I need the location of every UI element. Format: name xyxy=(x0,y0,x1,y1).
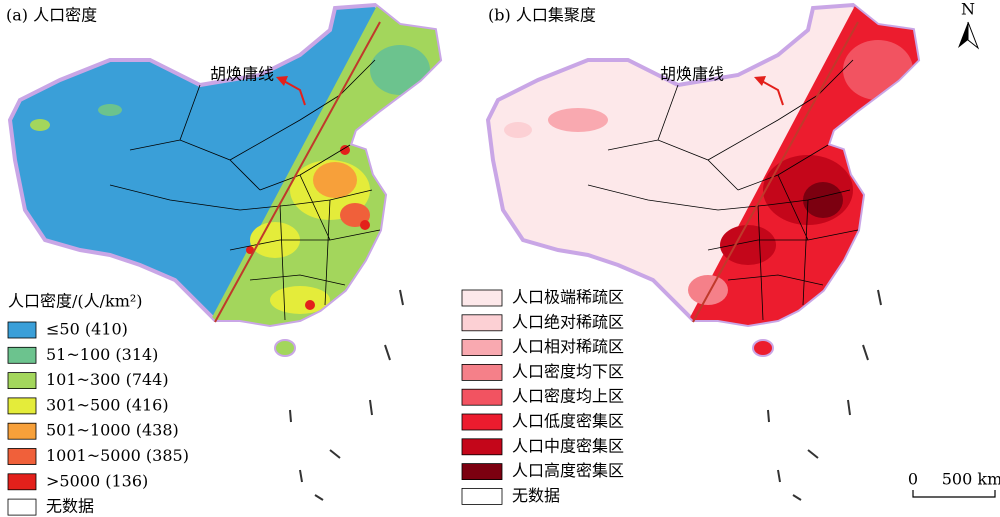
legend-swatch xyxy=(7,448,37,465)
legend-label: 1001~5000 (385) xyxy=(46,446,189,465)
legend-swatch xyxy=(461,463,503,481)
legend-label: 人口相对稀疏区 xyxy=(512,337,624,356)
scale-label: 500 km xyxy=(942,470,1000,489)
legend-label: 301~500 (416) xyxy=(46,395,169,414)
legend-swatch xyxy=(461,413,503,431)
legend-label: 51~100 (314) xyxy=(46,345,158,364)
legend-swatch xyxy=(7,321,37,339)
legend-label: 人口中度密集区 xyxy=(512,436,624,455)
legend-label: 无数据 xyxy=(512,486,560,505)
legend-swatch xyxy=(7,422,37,440)
legend-swatch xyxy=(461,289,503,307)
legend-label: ≤50 (410) xyxy=(46,320,128,339)
legend-swatch xyxy=(7,473,37,491)
legend-label: 人口绝对稀疏区 xyxy=(512,312,624,331)
legend-label: 无数据 xyxy=(46,497,94,516)
legend-swatch xyxy=(461,388,503,406)
legend-swatch xyxy=(461,339,503,357)
legend-swatch xyxy=(461,487,503,505)
north-label: N xyxy=(961,0,975,19)
legend-label: >5000 (136) xyxy=(46,471,148,490)
legend-swatch xyxy=(7,397,37,415)
legend-label: 人口高度密集区 xyxy=(512,461,624,480)
annotation: 胡焕庸线 xyxy=(210,65,274,84)
legend-label: 人口密度均下区 xyxy=(512,362,624,381)
legends: ≤50 (410) 51~100 (314) 101~300 (744) 301~50… xyxy=(7,288,624,516)
legend-swatch xyxy=(7,346,37,364)
legend-label: 人口极端稀疏区 xyxy=(512,288,624,307)
panel-title: (b) 人口集聚度 xyxy=(488,6,596,25)
legend-swatch xyxy=(461,438,503,456)
legend-swatch xyxy=(7,372,37,390)
north-arrow: N xyxy=(958,0,980,50)
panel-title: (a) 人口密度 xyxy=(6,6,97,25)
scale-label: 0 xyxy=(908,470,918,489)
legend-label: 501~1000 (438) xyxy=(46,421,179,440)
legend-swatch xyxy=(7,498,37,516)
legend-swatch xyxy=(461,363,503,381)
legend-title: 人口密度/(人/km²) xyxy=(8,292,143,311)
scale-bar: 0 500 km xyxy=(908,470,1000,498)
legend-label: 101~300 (744) xyxy=(46,370,169,389)
annotation: 胡焕庸线 xyxy=(660,65,724,84)
legend-label: 人口低度密集区 xyxy=(512,412,624,431)
legend-label: 人口密度均上区 xyxy=(512,387,624,406)
legend-swatch xyxy=(461,314,503,332)
